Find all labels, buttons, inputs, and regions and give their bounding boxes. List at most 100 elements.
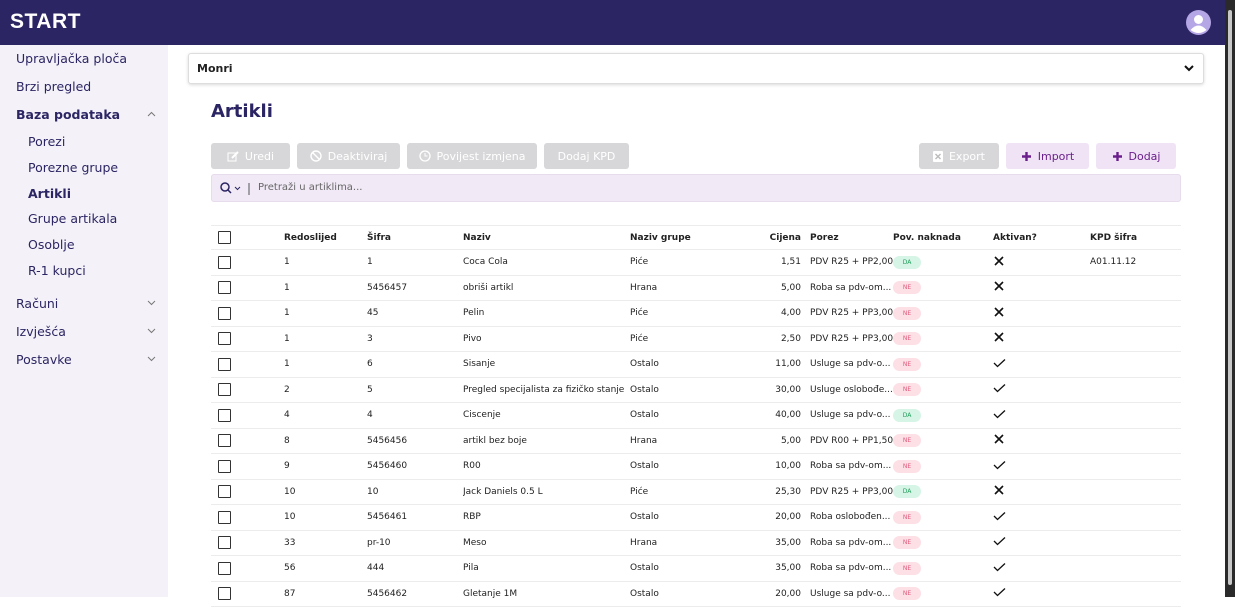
company-select[interactable]: Monri (188, 53, 1204, 84)
checkbox[interactable] (218, 332, 231, 346)
table-row[interactable]: 9 5456460 R00 Ostalo 10,00 Roba sa pdv-om... N… (211, 453, 1181, 480)
table-row[interactable]: 1 6 Sisanje Ostalo 11,00 Usluge sa pdv-o... NE (211, 351, 1181, 378)
checkbox[interactable] (218, 510, 231, 524)
status-badge: NE (893, 357, 921, 371)
table-cell: Roba sa pdv-om... (806, 453, 893, 480)
table-cell: Coca Cola (463, 249, 630, 276)
table-cell: 6 (367, 351, 463, 378)
fee-cell: NE (893, 428, 993, 454)
table-cell: 35,00 (730, 530, 806, 556)
table-cell: Usluge sa pdv-o... (806, 351, 893, 378)
table-body: 1 1 Coca Cola Piće 1,51 PDV R25 + PP2,00 DA A01… (211, 249, 1181, 607)
checkbox[interactable] (218, 357, 231, 371)
table-cell: 9 (284, 453, 367, 480)
kpd-cell (1090, 402, 1181, 429)
row-select (211, 275, 284, 301)
table-cell: 5,00 (730, 428, 806, 454)
toolbar-button[interactable]: Import (1006, 143, 1089, 169)
nav-item[interactable]: Upravljačka ploča (16, 51, 156, 66)
toolbar-button[interactable]: Uredi (211, 143, 290, 169)
checkbox[interactable] (218, 231, 231, 244)
fee-cell: NE (893, 351, 993, 378)
checkbox[interactable] (218, 587, 231, 601)
checkbox[interactable] (218, 459, 231, 473)
checkbox[interactable] (218, 485, 231, 499)
table-row[interactable]: 4 4 Ciscenje Ostalo 40,00 Usluge sa pdv-o... D… (211, 402, 1181, 429)
avatar[interactable] (1186, 10, 1211, 35)
table-row[interactable]: 87 5456462 Gletanje 1M Ostalo 20,00 Usluge sa… (211, 581, 1181, 607)
nav-item[interactable]: Brzi pregled (16, 79, 156, 94)
toolbar-button[interactable]: Dodaj (1096, 143, 1176, 169)
button-label: Uredi (244, 149, 275, 163)
nav-label: Postavke (16, 351, 72, 367)
checkbox[interactable] (218, 408, 231, 422)
scrollbar[interactable] (1225, 0, 1235, 597)
active-cell (993, 581, 1090, 607)
table-cell: Usluge sa pdv-o... (806, 402, 893, 429)
toolbar-button[interactable]: Export (919, 143, 999, 169)
checkbox[interactable] (218, 536, 231, 550)
nav-subitem[interactable]: Porezne grupe (28, 159, 119, 175)
active-cell (993, 428, 1090, 454)
table-cell: 20,00 (730, 504, 806, 531)
checkbox[interactable] (218, 255, 231, 269)
table-cell: 87 (284, 581, 367, 607)
checkbox[interactable] (218, 434, 231, 448)
active-cell (993, 479, 1090, 505)
table-row[interactable]: 10 5456461 RBP Ostalo 20,00 Roba oslobođen...… (211, 504, 1181, 531)
toolbar-button[interactable]: Deaktiviraj (297, 143, 400, 169)
kpd-cell (1090, 530, 1181, 556)
nav-subitem[interactable]: Osoblje (28, 237, 75, 253)
fee-cell: DA (893, 249, 993, 276)
table-row[interactable]: 2 5 Pregled specijalista za fizičko stanje… (211, 377, 1181, 403)
fee-cell: NE (893, 581, 993, 607)
table-cell: artikl bez boje (463, 428, 630, 454)
inactive-icon (994, 485, 1004, 495)
checkbox[interactable] (218, 281, 231, 295)
checkbox[interactable] (218, 561, 231, 575)
nav-item[interactable]: Računi (16, 296, 156, 311)
fee-cell: DA (893, 402, 993, 429)
inactive-icon (994, 307, 1004, 317)
table-row[interactable]: 1 3 Pivo Piće 2,50 PDV R25 + PP3,00 NE (211, 326, 1181, 352)
toolbar-button[interactable]: Dodaj KPD (544, 143, 629, 169)
toolbar-button[interactable]: Povijest izmjena (407, 143, 537, 169)
fee-cell: NE (893, 555, 993, 582)
checkbox[interactable] (218, 306, 231, 320)
inactive-icon (994, 281, 1004, 291)
column-header: Šifra (367, 225, 463, 250)
button-label: Dodaj KPD (557, 149, 616, 163)
kpd-cell (1090, 351, 1181, 378)
table-row[interactable]: 10 10 Jack Daniels 0.5 L Piće 25,30 PDV R25 +… (211, 479, 1181, 505)
table-cell: Pelin (463, 300, 630, 327)
active-cell (993, 402, 1090, 429)
kpd-cell (1090, 479, 1181, 505)
active-cell (993, 300, 1090, 327)
table-cell: 5456460 (367, 453, 463, 480)
nav-subitem[interactable]: R-1 kupci (28, 263, 86, 278)
search-bar[interactable]: Pretraži u artiklima... (211, 174, 1181, 202)
table-cell: 2,50 (730, 326, 806, 352)
nav-item[interactable]: Izvješća (16, 324, 156, 339)
nav-subitem[interactable]: Porezi (28, 134, 66, 149)
active-cell (993, 504, 1090, 531)
button-icon (418, 150, 431, 162)
nav-item[interactable]: Baza podataka (16, 107, 156, 122)
table-row[interactable]: 33 pr-10 Meso Hrana 35,00 Roba sa pdv-om... NE (211, 530, 1181, 556)
table-row[interactable]: 1 45 Pelin Piće 4,00 PDV R25 + PP3,00 NE (211, 300, 1181, 327)
column-header: Aktivan? (993, 225, 1090, 250)
nav-item[interactable]: Postavke (16, 352, 156, 367)
row-select (211, 351, 284, 378)
scroll-thumb[interactable] (1228, 10, 1232, 585)
table-row[interactable]: 1 5456457 obriši artikl Hrana 5,00 Roba sa pd… (211, 275, 1181, 301)
fee-cell: NE (893, 504, 993, 531)
table-row[interactable]: 1 1 Coca Cola Piće 1,51 PDV R25 + PP2,00 DA A01… (211, 249, 1181, 276)
nav-subitem[interactable]: Grupe artikala (28, 211, 118, 227)
nav-subitem[interactable]: Artikli (28, 185, 71, 201)
table-row[interactable]: 56 444 Pila Ostalo 35,00 Roba sa pdv-om... NE (211, 555, 1181, 582)
table-row[interactable]: 8 5456456 artikl bez boje Hrana 5,00 PDV R00 … (211, 428, 1181, 454)
button-icon (1021, 151, 1031, 161)
checkbox[interactable] (218, 383, 231, 397)
fee-cell: NE (893, 275, 993, 301)
